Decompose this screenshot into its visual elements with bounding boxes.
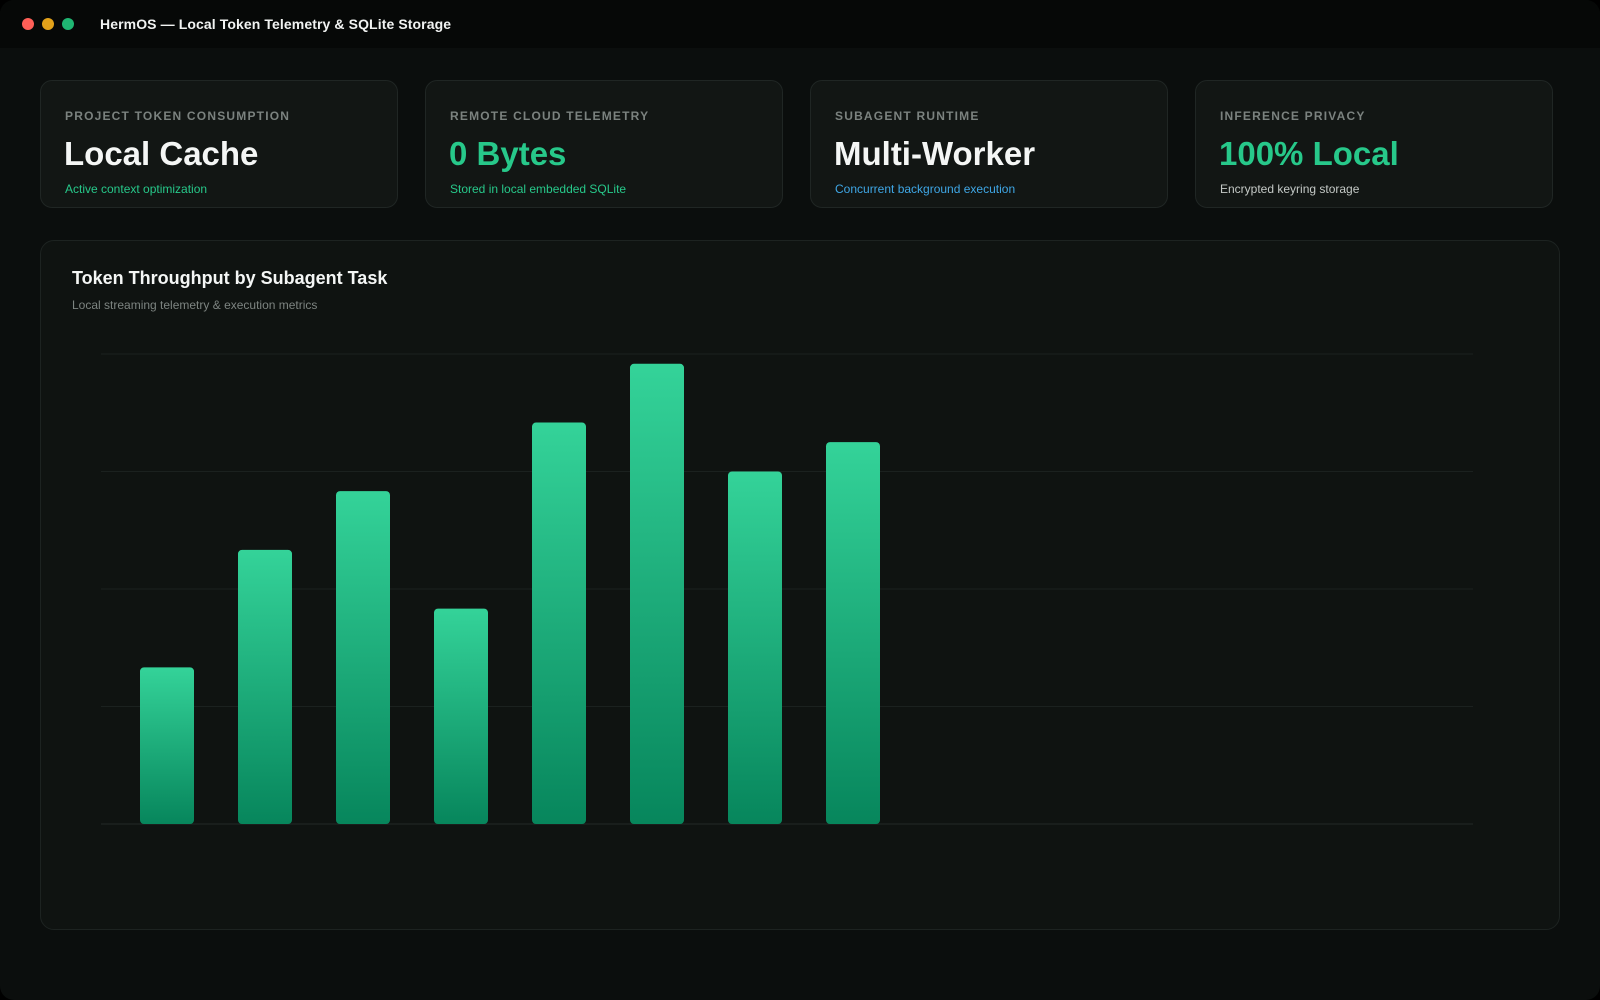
stat-card-label: REMOTE CLOUD TELEMETRY: [450, 109, 650, 123]
stat-card-label: INFERENCE PRIVACY: [1220, 109, 1366, 123]
stat-card-value: 0 Bytes: [449, 135, 567, 172]
stat-card-inference-privacy: INFERENCE PRIVACY 100% Local Encrypted k…: [1195, 80, 1553, 208]
stat-card-label: PROJECT TOKEN CONSUMPTION: [65, 109, 291, 123]
stat-card-caption: Active context optimization: [65, 182, 208, 196]
chart-bar-2[interactable]: [238, 549, 292, 824]
close-window-button[interactable]: [22, 18, 34, 30]
title-bar: HermOS — Local Token Telemetry & SQLite …: [0, 0, 1600, 48]
chart-bar-3[interactable]: [336, 491, 390, 824]
stat-card-label: SUBAGENT RUNTIME: [835, 109, 980, 123]
stat-card-value: 100% Local: [1219, 135, 1399, 172]
stat-card-caption: Concurrent background execution: [835, 182, 1016, 196]
stat-card-caption: Stored in local embedded SQLite: [450, 182, 627, 196]
window-title: HermOS — Local Token Telemetry & SQLite …: [100, 16, 452, 32]
stat-card-subagent-runtime: SUBAGENT RUNTIME Multi-Worker Concurrent…: [810, 80, 1168, 208]
minimize-window-button[interactable]: [42, 18, 54, 30]
stat-card-caption: Encrypted keyring storage: [1220, 182, 1360, 196]
token-throughput-bar-chart: [101, 353, 1473, 825]
chart-subtitle: Local streaming telemetry & execution me…: [72, 298, 318, 312]
chart-title: Token Throughput by Subagent Task: [72, 268, 388, 288]
stat-card-value: Multi-Worker: [834, 135, 1036, 172]
chart-bar-5[interactable]: [532, 422, 586, 824]
chart-bar-8[interactable]: [826, 442, 880, 824]
stat-card-project-token-consumption: PROJECT TOKEN CONSUMPTION Local Cache Ac…: [40, 80, 398, 208]
chart-bar-1[interactable]: [140, 667, 194, 824]
chart-bar-4[interactable]: [434, 608, 488, 824]
stat-card-remote-cloud-telemetry: REMOTE CLOUD TELEMETRY 0 Bytes Stored in…: [425, 80, 783, 208]
chart-bar-7[interactable]: [728, 471, 782, 825]
maximize-window-button[interactable]: [62, 18, 74, 30]
throughput-chart-panel: Token Throughput by Subagent Task Local …: [40, 240, 1560, 930]
chart-bar-6[interactable]: [630, 363, 684, 824]
stat-card-value: Local Cache: [64, 135, 259, 172]
